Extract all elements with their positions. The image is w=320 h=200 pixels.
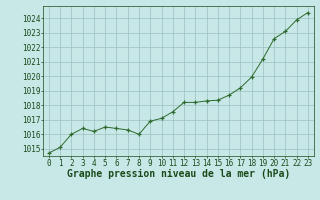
X-axis label: Graphe pression niveau de la mer (hPa): Graphe pression niveau de la mer (hPa): [67, 169, 290, 179]
